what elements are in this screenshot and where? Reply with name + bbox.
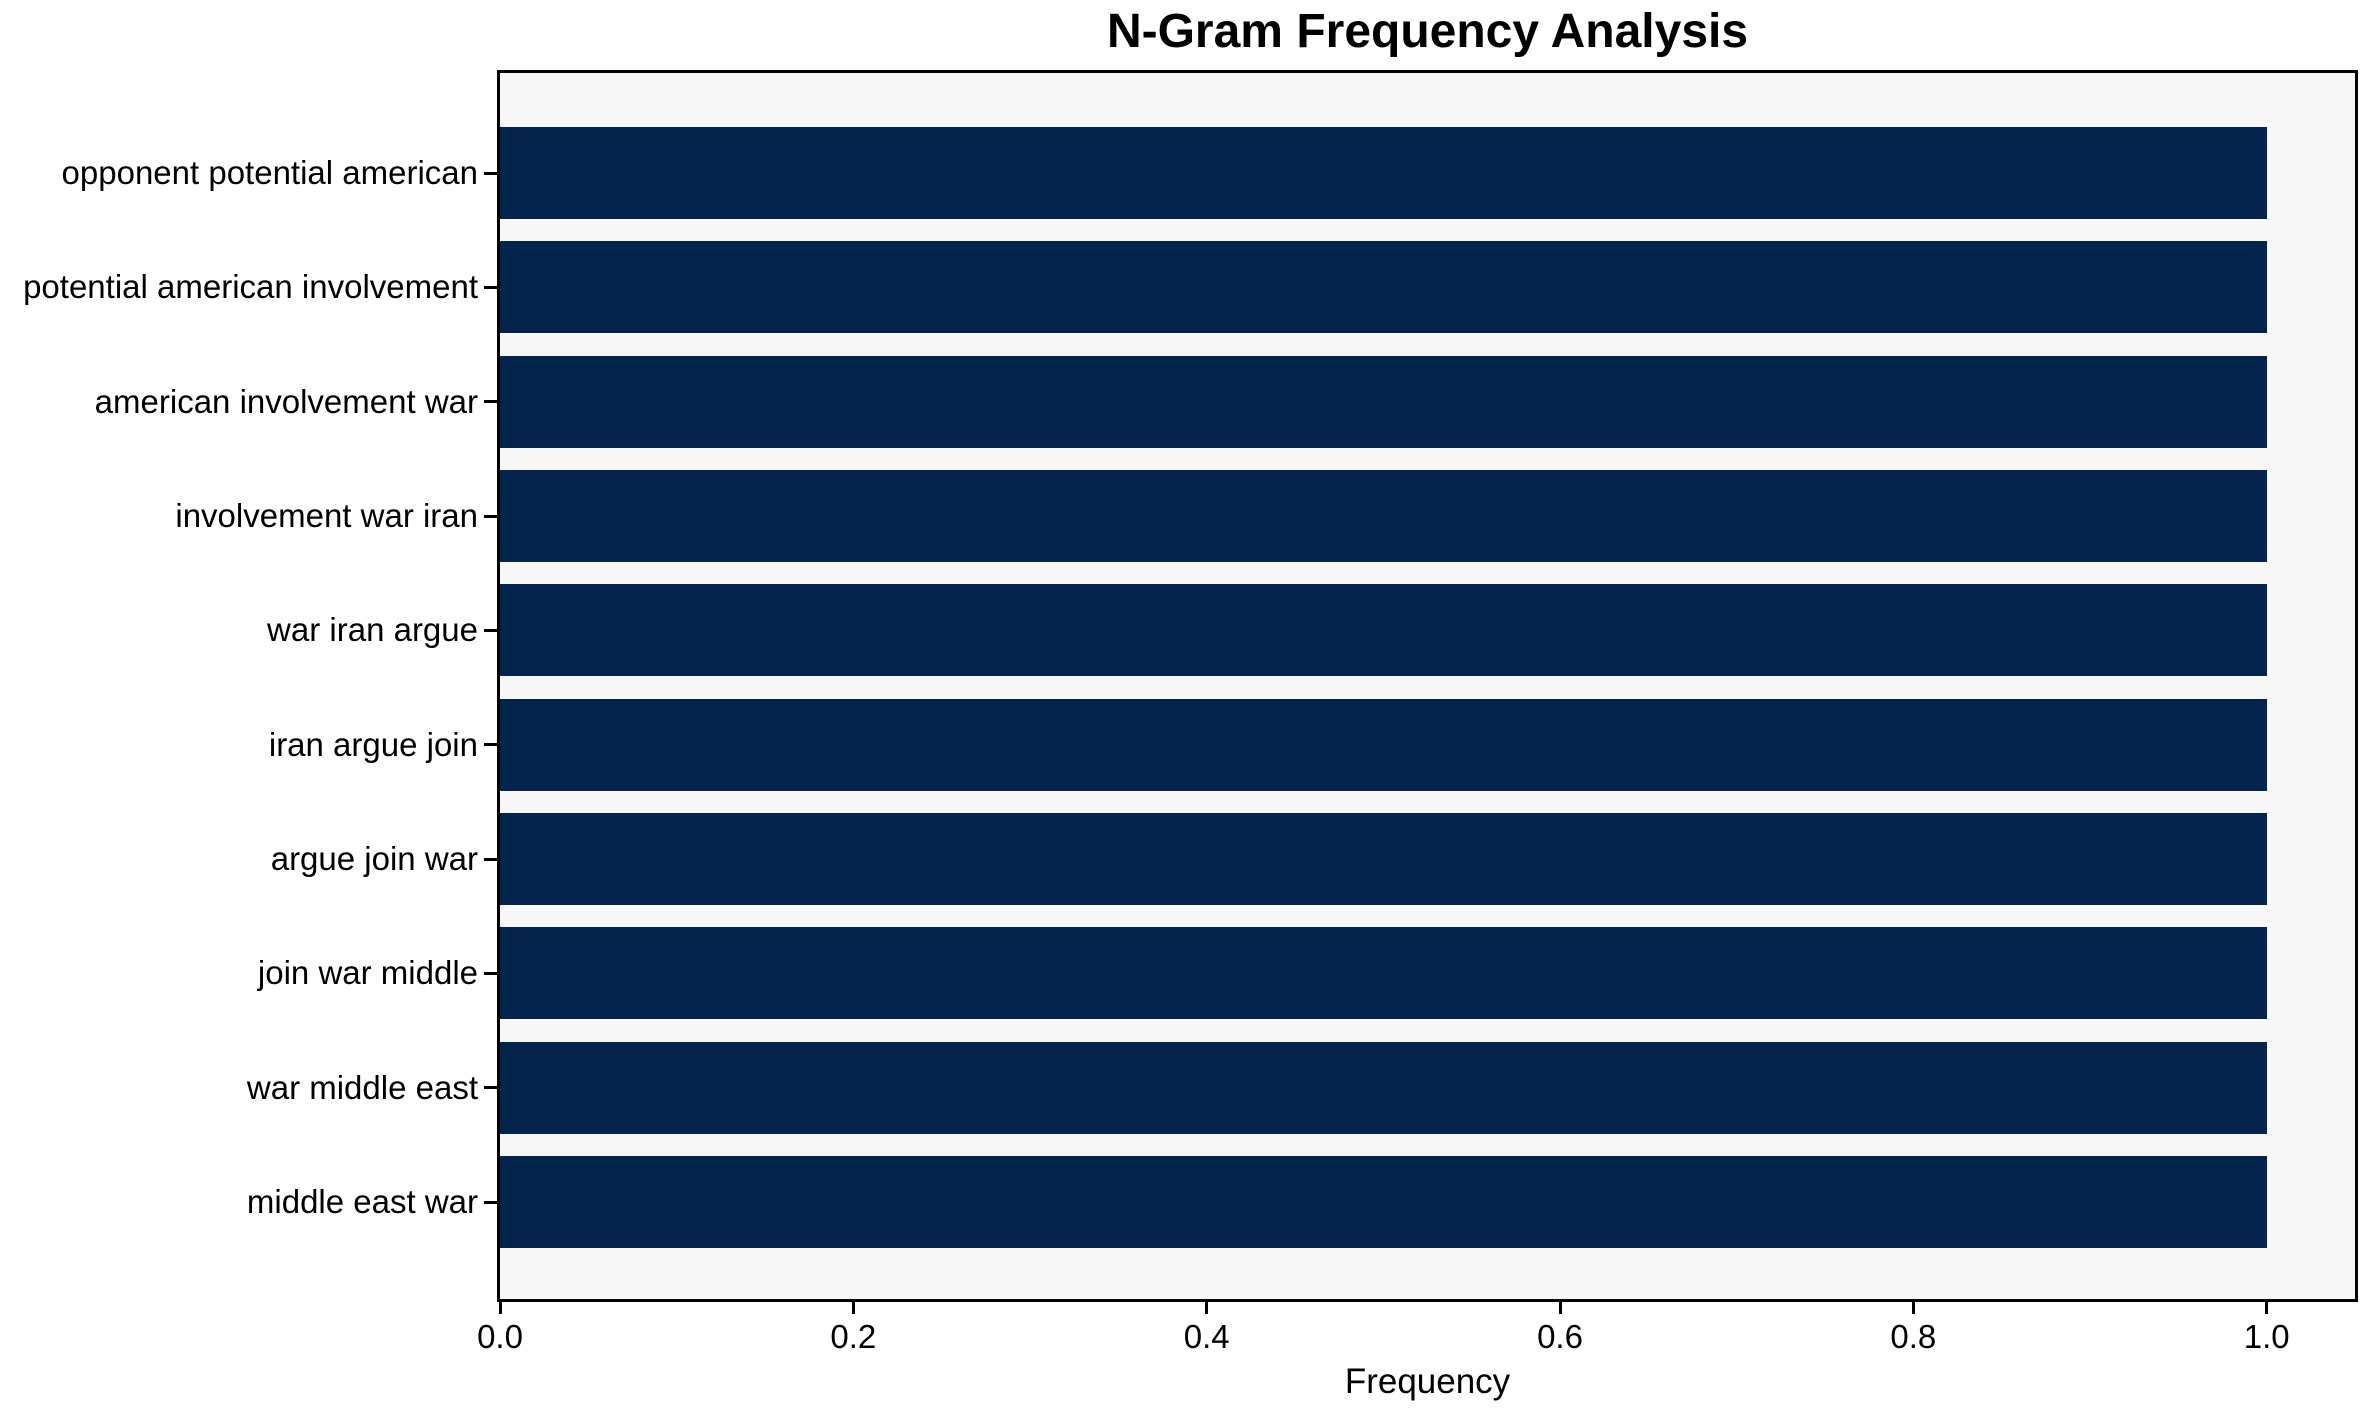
y-tick-mark: [484, 1086, 497, 1090]
x-tick-label: 0.0: [477, 1318, 523, 1355]
y-tick-mark: [484, 857, 497, 861]
y-tick-label: join war middle: [257, 954, 478, 992]
y-tick-mark: [484, 285, 497, 289]
x-tick-label: 0.2: [830, 1318, 877, 1355]
y-tick-label: involvement war iran: [175, 497, 478, 534]
x-tick-mark: [1205, 1302, 1209, 1314]
bar: [500, 470, 2267, 562]
x-tick-mark: [2265, 1302, 2269, 1314]
bar: [500, 927, 2267, 1020]
x-tick-label: 0.4: [1183, 1318, 1230, 1355]
y-tick-mark: [484, 514, 497, 518]
bar: [500, 698, 2267, 791]
x-tick-label: 0.6: [1537, 1318, 1583, 1355]
y-tick-mark: [484, 743, 497, 747]
bar: [500, 1156, 2267, 1248]
y-tick-label: argue join war: [270, 840, 478, 877]
y-tick-mark: [484, 971, 497, 975]
x-tick-label: 0.8: [1890, 1318, 1937, 1355]
x-tick-mark: [1558, 1302, 1562, 1314]
y-tick-label: war middle east: [246, 1068, 478, 1106]
x-tick-label: 1.0: [2243, 1318, 2290, 1355]
bar: [500, 127, 2267, 219]
plot-inner: [500, 73, 2355, 1299]
y-tick-label: middle east war: [246, 1183, 478, 1220]
x-axis-label: Frequency: [1344, 1362, 1511, 1401]
x-tick-mark: [851, 1302, 855, 1314]
bar: [500, 813, 2267, 905]
y-tick-mark: [484, 171, 497, 175]
y-tick-label: potential american involvement: [23, 268, 478, 306]
y-tick-label: opponent potential american: [61, 154, 478, 191]
y-tick-label: war iran argue: [267, 611, 478, 649]
x-tick-mark: [498, 1302, 502, 1314]
bar: [500, 241, 2267, 334]
y-tick-mark: [484, 1200, 497, 1204]
plot-area: [497, 70, 2358, 1302]
bar: [500, 1041, 2267, 1134]
y-tick-mark: [484, 400, 497, 404]
bar: [500, 584, 2267, 677]
y-tick-mark: [484, 628, 497, 632]
bar: [500, 355, 2267, 448]
x-tick-mark: [1911, 1302, 1915, 1314]
chart-title: N-Gram Frequency Analysis: [1106, 5, 1749, 58]
y-tick-label: american involvement war: [94, 382, 478, 420]
y-tick-label: iran argue join: [268, 725, 478, 763]
